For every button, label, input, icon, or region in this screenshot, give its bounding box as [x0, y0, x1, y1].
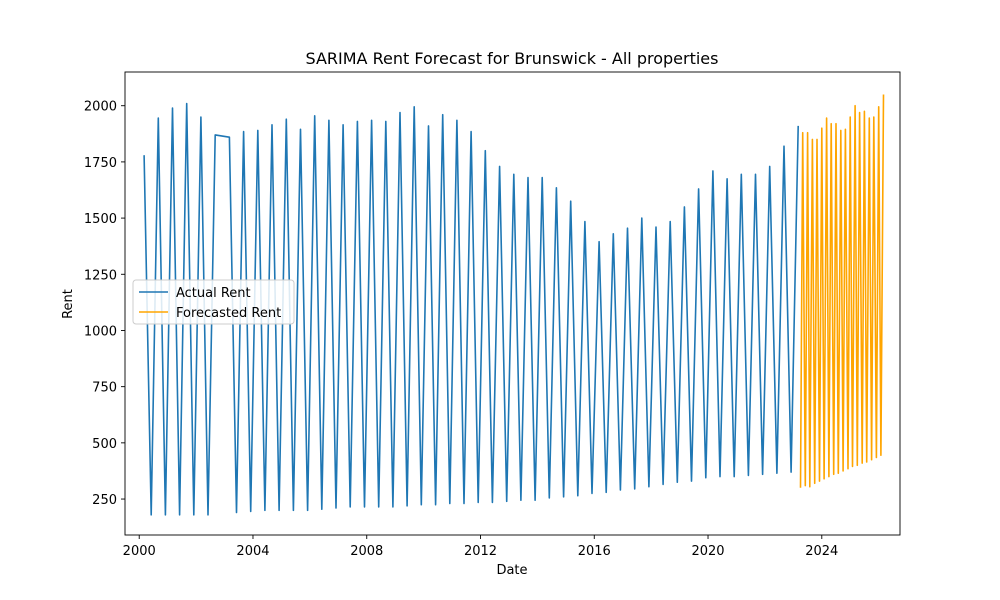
legend-label-0: Actual Rent	[176, 286, 251, 301]
x-tick-label-2020: 2020	[691, 544, 724, 559]
x-tick-label-2008: 2008	[350, 544, 383, 559]
y-tick-label-500: 500	[92, 437, 117, 452]
series-line-1	[799, 94, 885, 488]
chart-title: SARIMA Rent Forecast for Brunswick - All…	[306, 49, 719, 68]
y-tick-label-2000: 2000	[84, 100, 117, 115]
y-tick-label-1250: 1250	[84, 268, 117, 283]
y-axis-label: Rent	[61, 289, 76, 319]
y-tick-label-1000: 1000	[84, 324, 117, 339]
x-tick-label-2012: 2012	[464, 544, 497, 559]
x-tick-label-2004: 2004	[236, 544, 269, 559]
x-tick-label-2016: 2016	[578, 544, 611, 559]
legend-box	[132, 279, 295, 325]
y-tick-label-1500: 1500	[84, 212, 117, 227]
series-layer	[143, 94, 885, 516]
axes-frame	[124, 71, 901, 536]
y-tick-label-750: 750	[92, 381, 117, 396]
legend: Actual Rent Forecasted Rent	[132, 279, 295, 325]
y-tick-label-1750: 1750	[84, 156, 117, 171]
x-axis-label: Date	[496, 563, 527, 578]
y-tick-label-250: 250	[92, 493, 117, 508]
legend-label-1: Forecasted Rent	[176, 306, 281, 321]
x-tick-label-2000: 2000	[123, 544, 156, 559]
x-tick-label-2024: 2024	[805, 544, 838, 559]
series-line-0	[143, 102, 799, 516]
axes-layer: 2000 2004 2008 2012 2016 2020 2024 250 500 750 100…	[84, 71, 901, 559]
